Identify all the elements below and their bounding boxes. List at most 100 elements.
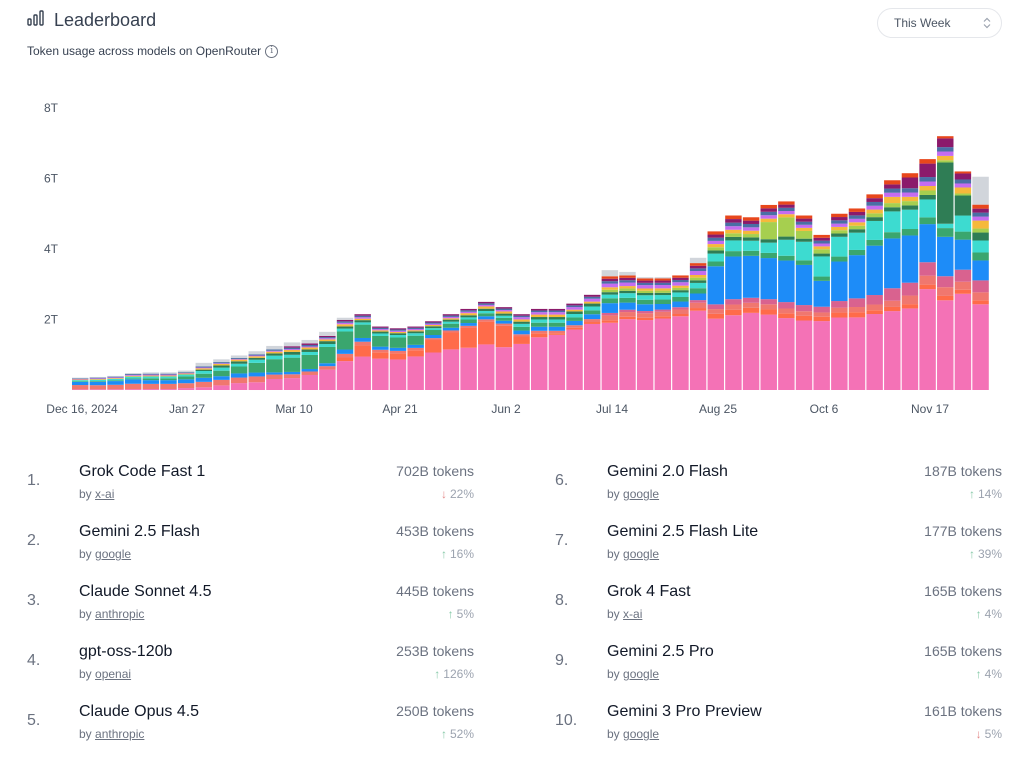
bar-segment[interactable]: [725, 233, 742, 237]
bar-segment[interactable]: [548, 326, 566, 331]
bar-segment[interactable]: [901, 308, 919, 390]
bar-segment[interactable]: [566, 329, 583, 390]
bar-segment[interactable]: [425, 352, 442, 390]
bar-segment[interactable]: [248, 362, 265, 373]
bar-segment[interactable]: [725, 222, 742, 227]
bar-segment[interactable]: [760, 242, 777, 253]
bar-segment[interactable]: [195, 371, 213, 374]
bar-segment[interactable]: [672, 309, 689, 315]
bar-segment[interactable]: [601, 270, 619, 277]
bar-segment[interactable]: [742, 302, 760, 308]
bar-segment[interactable]: [866, 209, 883, 214]
bar-segment[interactable]: [831, 256, 848, 262]
bar-segment[interactable]: [954, 195, 972, 216]
bar-segment[interactable]: [672, 287, 689, 291]
bar-segment[interactable]: [548, 310, 566, 313]
bar-segment[interactable]: [601, 292, 619, 295]
bar-segment[interactable]: [283, 350, 301, 352]
bar-segment[interactable]: [954, 293, 972, 390]
bar-segment[interactable]: [725, 251, 742, 257]
bar-segment[interactable]: [583, 303, 601, 307]
bar-segment[interactable]: [230, 357, 248, 359]
bar-segment[interactable]: [725, 219, 742, 223]
bar-segment[interactable]: [672, 314, 689, 317]
bar-segment[interactable]: [266, 378, 283, 390]
bar-segment[interactable]: [654, 311, 672, 317]
bar-segment[interactable]: [919, 199, 936, 218]
bar-segment[interactable]: [513, 315, 530, 318]
author-link[interactable]: openai: [95, 667, 132, 681]
bar-segment[interactable]: [230, 373, 248, 378]
bar-segment[interactable]: [901, 235, 919, 283]
bar-segment[interactable]: [89, 381, 107, 382]
bar-segment[interactable]: [566, 305, 583, 308]
bar-segment[interactable]: [124, 374, 142, 376]
bar-segment[interactable]: [972, 220, 989, 229]
bar-segment[interactable]: [972, 204, 989, 209]
bar-segment[interactable]: [884, 288, 901, 301]
bar-segment[interactable]: [742, 297, 760, 303]
bar-segment[interactable]: [636, 290, 654, 293]
bar-segment[interactable]: [107, 389, 124, 390]
bar-segment[interactable]: [707, 250, 724, 254]
bar-segment[interactable]: [689, 268, 707, 272]
bar-segment[interactable]: [778, 313, 795, 319]
bar-segment[interactable]: [160, 372, 177, 374]
bar-segment[interactable]: [689, 288, 707, 294]
leaderboard-row[interactable]: 9. Gemini 2.5 Pro by google 165B tokens ↑ 4%: [555, 640, 1002, 700]
bar-segment[interactable]: [654, 290, 672, 293]
bar-segment[interactable]: [548, 314, 566, 318]
info-icon[interactable]: i: [265, 44, 279, 58]
bar-segment[interactable]: [336, 331, 354, 350]
bar-segment[interactable]: [848, 208, 866, 212]
bar-segment[interactable]: [901, 201, 919, 206]
bar-segment[interactable]: [636, 278, 654, 281]
bar-segment[interactable]: [425, 323, 442, 326]
bar-segment[interactable]: [301, 347, 318, 350]
bar-segment[interactable]: [848, 218, 866, 223]
bar-segment[interactable]: [407, 344, 424, 348]
bar-segment[interactable]: [742, 240, 760, 251]
author-link[interactable]: x-ai: [623, 607, 643, 621]
bar-segment[interactable]: [513, 321, 530, 324]
bar-segment[interactable]: [442, 349, 460, 390]
bar-segment[interactable]: [160, 383, 177, 390]
bar-segment[interactable]: [460, 313, 477, 316]
bar-segment[interactable]: [301, 349, 318, 352]
bar-segment[interactable]: [795, 224, 813, 228]
bar-segment[interactable]: [354, 320, 371, 323]
bar-segment[interactable]: [937, 276, 954, 288]
bar-segment[interactable]: [937, 155, 954, 161]
bar-segment[interactable]: [319, 335, 336, 338]
bar-segment[interactable]: [901, 295, 919, 305]
bar-segment[interactable]: [866, 239, 883, 246]
bar-segment[interactable]: [884, 207, 901, 212]
bar-segment[interactable]: [884, 180, 901, 185]
bar-segment[interactable]: [389, 330, 407, 332]
bar-segment[interactable]: [937, 138, 954, 148]
bar-segment[interactable]: [513, 336, 530, 344]
bar-segment[interactable]: [531, 308, 548, 311]
bar-segment[interactable]: [619, 280, 636, 283]
model-name-link[interactable]: Gemini 3 Pro Preview: [607, 703, 762, 720]
bar-segment[interactable]: [689, 265, 707, 269]
bar-segment[interactable]: [389, 359, 407, 390]
bar-segment[interactable]: [707, 266, 724, 305]
bar-segment[interactable]: [813, 243, 830, 247]
leaderboard-row[interactable]: 6. Gemini 2.0 Flash by google 187B tokens ↑ 1…: [555, 460, 1002, 520]
bar-segment[interactable]: [89, 377, 107, 379]
bar-segment[interactable]: [513, 343, 530, 390]
bar-segment[interactable]: [195, 366, 213, 368]
bar-segment[interactable]: [813, 234, 830, 238]
bar-segment[interactable]: [442, 327, 460, 331]
bar-segment[interactable]: [548, 317, 566, 320]
bar-segment[interactable]: [531, 337, 548, 390]
bar-segment[interactable]: [707, 253, 724, 262]
bar-segment[interactable]: [283, 342, 301, 347]
bar-segment[interactable]: [778, 255, 795, 261]
bar-segment[interactable]: [442, 315, 460, 317]
bar-segment[interactable]: [937, 295, 954, 301]
bar-segment[interactable]: [301, 339, 318, 344]
bar-segment[interactable]: [813, 276, 830, 281]
bar-segment[interactable]: [266, 355, 283, 360]
